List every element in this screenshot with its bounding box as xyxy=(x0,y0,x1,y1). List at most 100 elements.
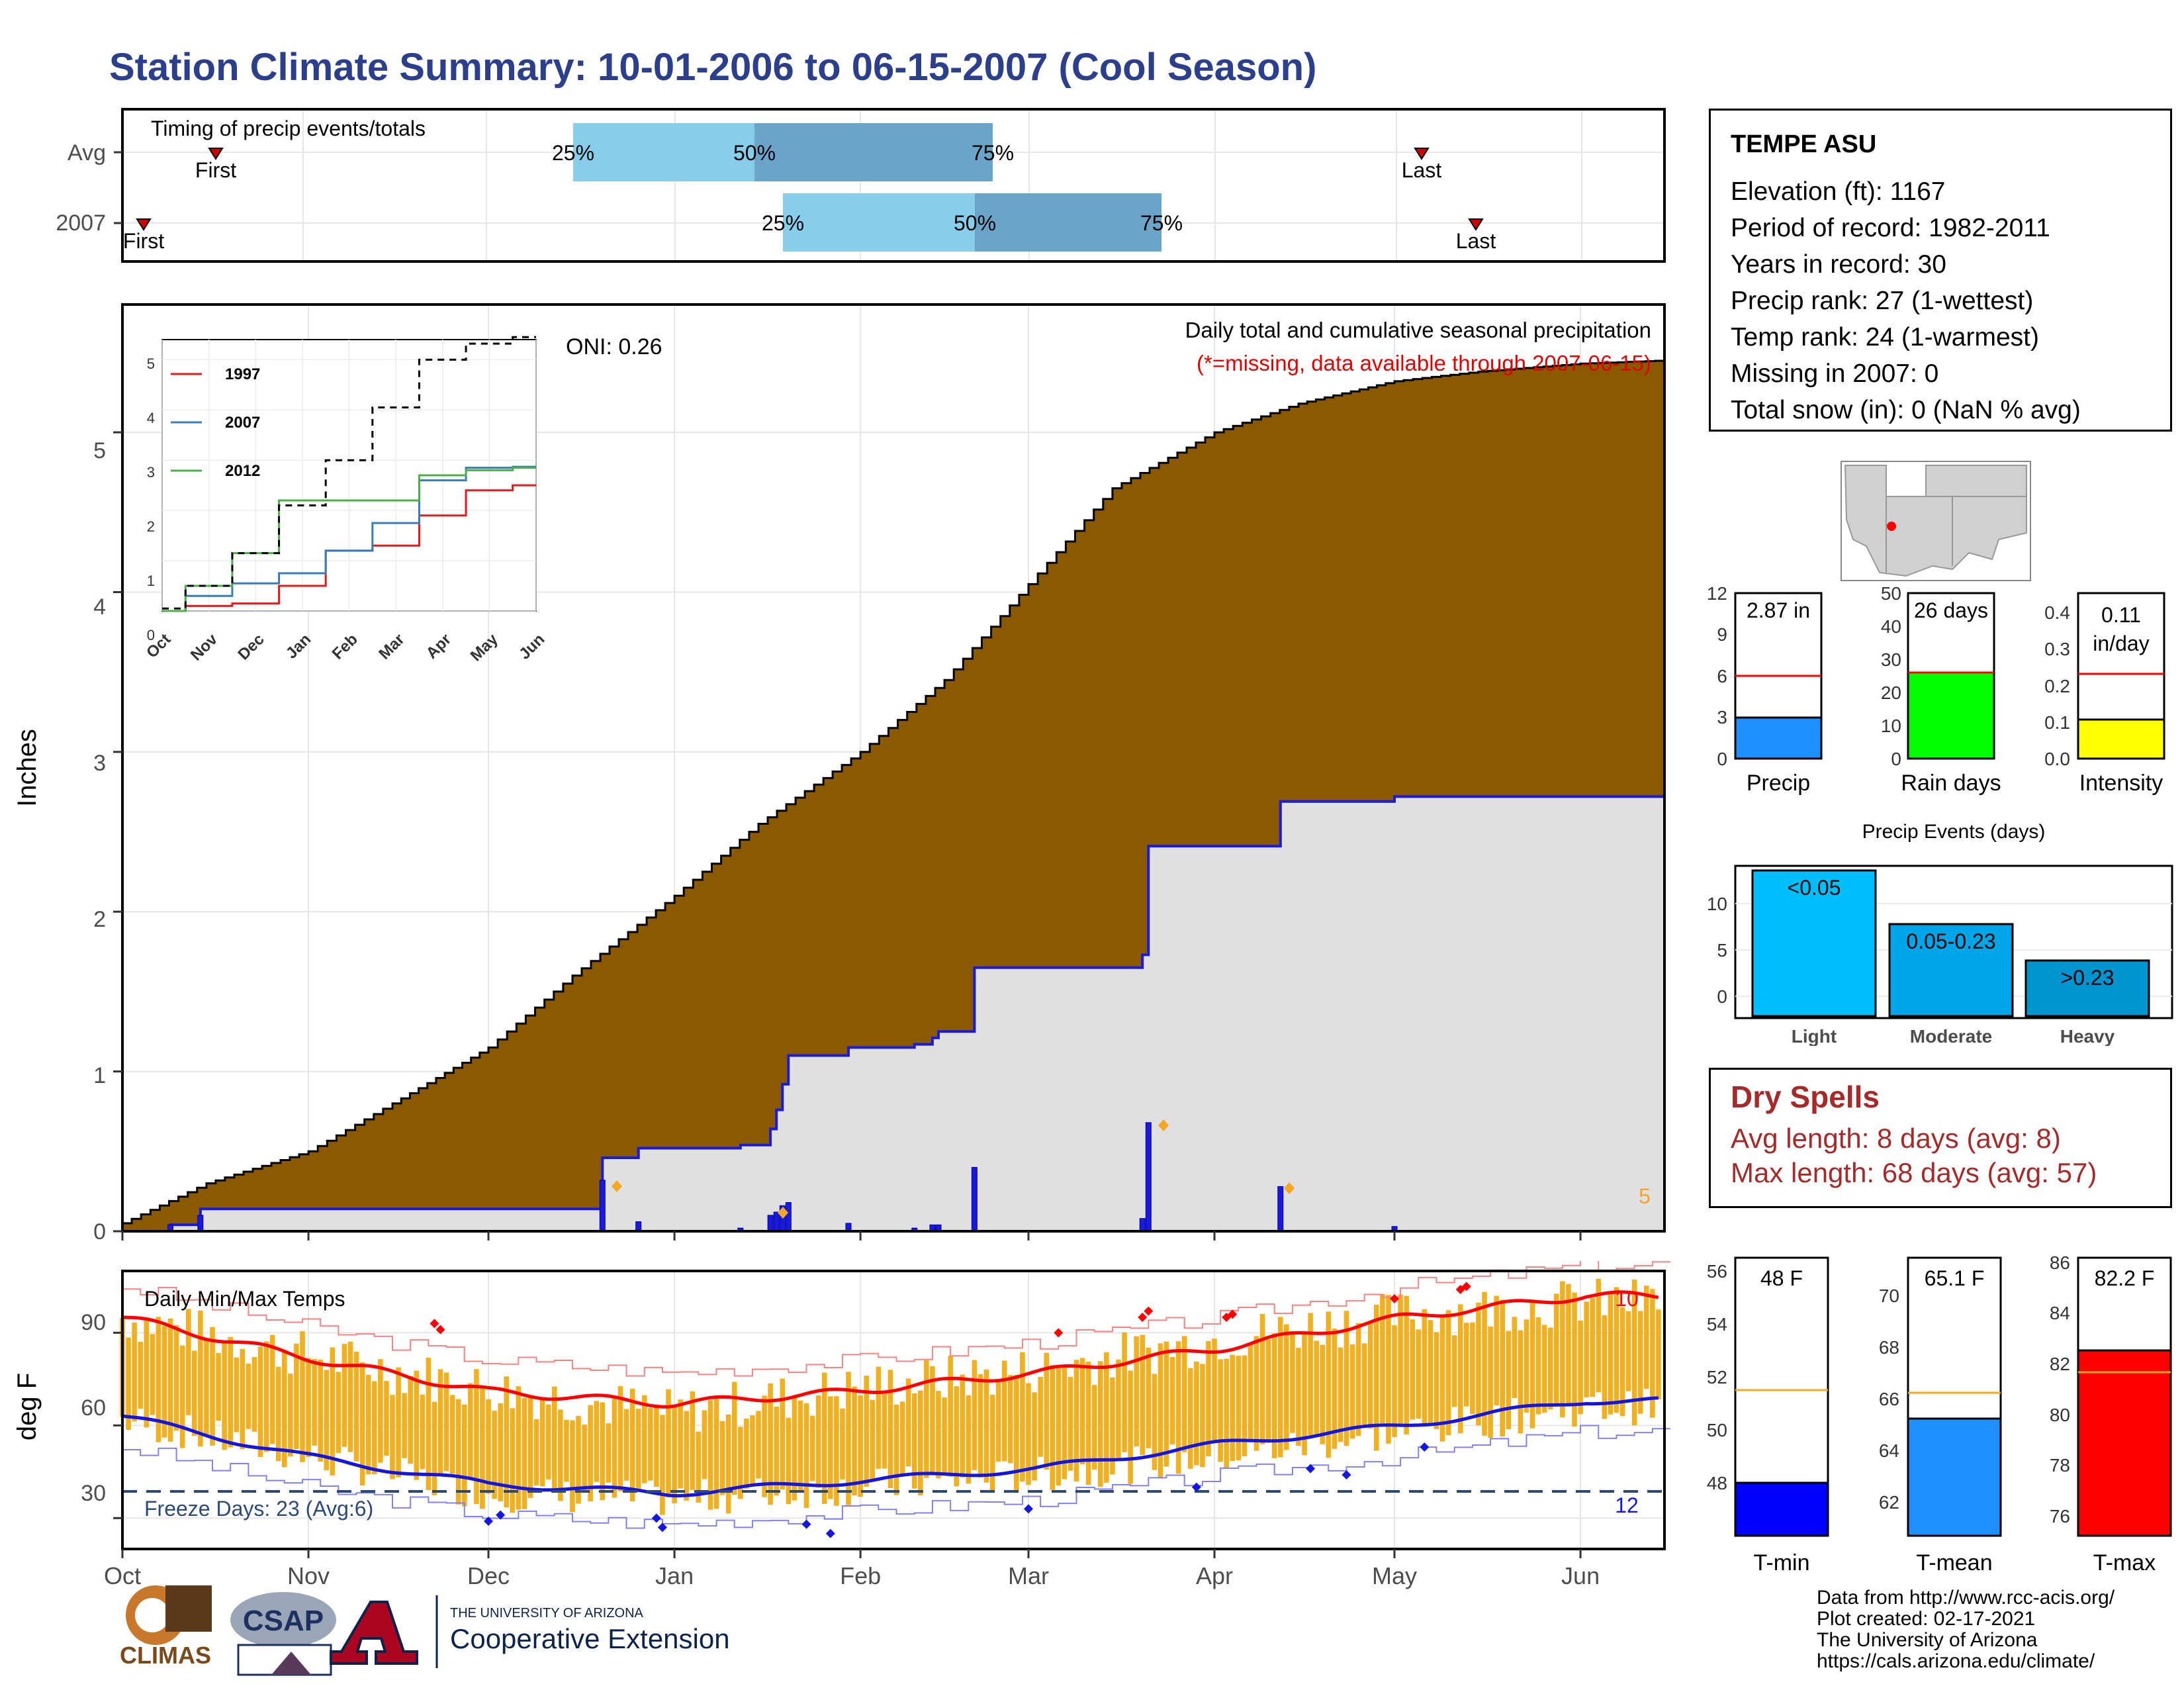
max-event-marker xyxy=(778,1207,788,1219)
obs-pct-50: 50% xyxy=(954,211,996,235)
avg-last-label: Last xyxy=(1402,158,1442,182)
daily-temp-bar xyxy=(1181,1336,1187,1452)
daily-temp-bar xyxy=(1445,1310,1451,1436)
daily-temp-bar xyxy=(558,1409,563,1501)
daily-temp-bar xyxy=(1020,1352,1025,1482)
legend-title: Daily total and cumulative seasonal prec… xyxy=(1185,318,1651,342)
temp-count-top: 10 xyxy=(1615,1287,1639,1311)
daily-temp-bar xyxy=(803,1403,809,1509)
daily-temp-bar xyxy=(300,1331,305,1462)
tmean-bar xyxy=(1907,1417,2002,1537)
tmax-bar xyxy=(2077,1349,2172,1537)
timing-row-2007: 2007 xyxy=(56,211,106,236)
tmean-y-tick: 68 xyxy=(1879,1337,1899,1358)
daily-temp-bar xyxy=(1265,1339,1271,1441)
avg-pct-75: 75% xyxy=(972,141,1014,165)
daily-temp-bar xyxy=(870,1399,876,1481)
tmean-y-tick: 64 xyxy=(1879,1440,1899,1461)
locator-map xyxy=(1841,461,2031,581)
daily-temp-bar xyxy=(1464,1323,1469,1407)
daily-temp-bar xyxy=(876,1366,882,1470)
daily-temp-bar xyxy=(995,1380,1001,1462)
daily-temp-bar xyxy=(1482,1291,1487,1436)
csap-logo-text: CSAP xyxy=(243,1605,324,1637)
inset-x-tick: Jun xyxy=(516,630,548,663)
daily-temp-bar xyxy=(1116,1359,1121,1461)
daily-temp-bar xyxy=(930,1366,935,1475)
daily-temp-bar xyxy=(474,1369,479,1505)
daily-temp-bar xyxy=(1614,1287,1619,1413)
raindays-label: Rain days xyxy=(1901,771,2001,796)
daily-temp-bar xyxy=(1644,1286,1649,1389)
obs-first-label: First xyxy=(123,229,164,253)
record-low-marker xyxy=(1023,1504,1033,1514)
credit-line: https://cals.arizona.edu/climate/ xyxy=(1817,1650,2095,1672)
events-y-tick: 5 xyxy=(1717,940,1727,961)
tmax-y-tick: 78 xyxy=(2050,1455,2070,1476)
daily-temp-bar xyxy=(1056,1368,1062,1486)
daily-temp-bar xyxy=(263,1341,269,1452)
inset-chart: 0 1 2 3 4 5 Oct Nov Dec Jan Feb Mar Apr May Jun … xyxy=(143,336,548,665)
daily-temp-bar xyxy=(347,1341,353,1452)
daily-temp-bar xyxy=(564,1419,569,1482)
daily-temp-bar xyxy=(954,1386,959,1487)
raindays-y-tick: 30 xyxy=(1881,649,1901,670)
daily-temp-bar xyxy=(1044,1352,1049,1470)
tmean-label: T-mean xyxy=(1916,1550,1992,1575)
daily-temp-bar xyxy=(750,1415,755,1485)
credit-line: Plot created: 02-17-2021 xyxy=(1817,1608,2036,1630)
daily-temp-bar xyxy=(492,1411,497,1499)
oni-label: ONI: 0.26 xyxy=(566,334,662,359)
daily-temp-bar xyxy=(1038,1377,1043,1457)
events-cat-light: Light xyxy=(1792,1026,1837,1046)
tmin-label: T-min xyxy=(1754,1550,1810,1575)
avg-timing-bar-low xyxy=(573,123,754,181)
daily-temp-bar xyxy=(384,1381,389,1456)
daily-temp-bar xyxy=(1068,1377,1073,1471)
x-tick-label: Nov xyxy=(287,1562,330,1589)
record-high-marker xyxy=(1461,1282,1471,1291)
daily-temp-bar xyxy=(504,1376,510,1508)
daily-temp-bar xyxy=(269,1335,275,1444)
record-low-marker xyxy=(496,1510,506,1520)
daily-temp-bar xyxy=(179,1345,185,1448)
daily-temp-bar xyxy=(1140,1335,1146,1455)
daily-temp-bar xyxy=(1410,1319,1416,1420)
daily-temp-bar xyxy=(1050,1365,1056,1490)
daily-temp-bar xyxy=(1073,1360,1079,1481)
daily-temp-bar xyxy=(1007,1375,1013,1464)
daily-temp-bar xyxy=(1637,1311,1643,1414)
precip-events-chart: Precip Events (days) <0.05 0.05-0.23 >0.… xyxy=(1707,821,2173,1046)
daily-temp-bar xyxy=(576,1416,581,1504)
daily-temp-bar xyxy=(240,1348,246,1450)
daily-temp-bar xyxy=(641,1395,647,1483)
daily-temp-bar xyxy=(828,1396,833,1499)
daily-precip-bar xyxy=(773,1211,780,1232)
daily-temp-bar xyxy=(1457,1304,1463,1434)
daily-temp-bar xyxy=(1085,1361,1091,1485)
record-low-marker xyxy=(1420,1442,1430,1452)
record-high-marker xyxy=(1054,1328,1064,1338)
x-tick-label: May xyxy=(1372,1562,1417,1589)
daily-temp-bar xyxy=(780,1378,786,1490)
timing-panel: Timing of precip events/totals Avg 2007 … xyxy=(56,108,1666,263)
daily-temp-bar xyxy=(449,1395,455,1474)
daily-temp-bar xyxy=(983,1369,989,1483)
daily-temp-bar xyxy=(294,1343,299,1450)
precip-total-chart: 2.87 in 0 3 6 9 12 Precip xyxy=(1707,583,1823,796)
daily-temp-bar xyxy=(1079,1358,1085,1465)
y-tick: 5 xyxy=(93,438,106,463)
daily-temp-bar xyxy=(281,1352,287,1468)
csap-logo: CSAP xyxy=(230,1592,336,1676)
daily-temp-bar xyxy=(1332,1329,1338,1449)
daily-temp-bar xyxy=(606,1423,612,1483)
x-tick-label: Oct xyxy=(104,1562,141,1589)
inset-x-tick: Dec xyxy=(234,630,267,663)
tmin-y-tick: 52 xyxy=(1707,1367,1727,1387)
daily-temp-bar xyxy=(1374,1304,1379,1451)
record-low-marker xyxy=(651,1513,661,1523)
daily-temp-bar xyxy=(1122,1332,1127,1452)
daily-temp-bar xyxy=(768,1383,773,1505)
inset-legend-1997: 1997 xyxy=(225,365,260,383)
stat-precip-rank: Precip rank: 27 (1-wettest) xyxy=(1731,287,2034,315)
